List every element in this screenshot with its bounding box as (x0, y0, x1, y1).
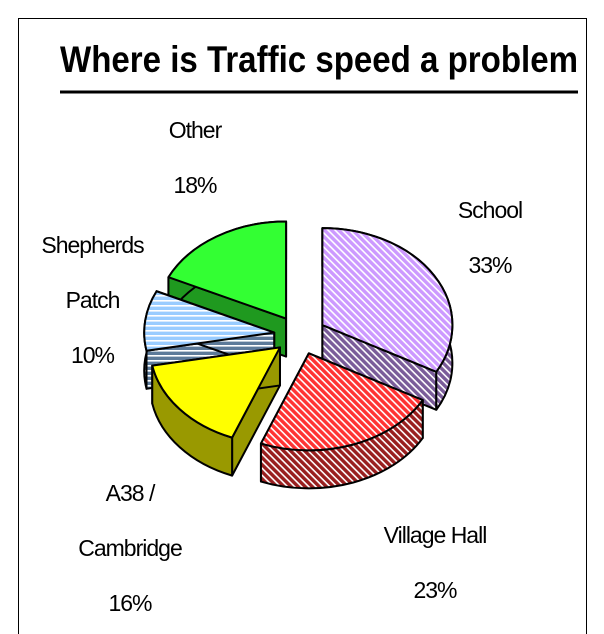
slice-value-label: 10% (70, 342, 115, 368)
slice (259, 352, 424, 452)
slice-label: School (457, 197, 523, 223)
slice (167, 220, 288, 320)
slice-value-label: 23% (413, 577, 457, 603)
slice-label: A38 / Cambridge (78, 480, 183, 561)
slice (321, 227, 454, 373)
slice (151, 346, 281, 439)
chart-frame (18, 18, 587, 634)
slice-label: Other (168, 117, 223, 143)
slice-value-label: 16% (108, 590, 152, 616)
slice-value-label: 33% (468, 252, 512, 278)
slice (143, 290, 276, 352)
slice-label: Village Hall (383, 522, 488, 548)
slice-value-label: 18% (173, 172, 217, 198)
chart-title: Where is Traffic speed a problem (60, 39, 578, 80)
slice-label: Shepherds Patch (41, 232, 144, 313)
